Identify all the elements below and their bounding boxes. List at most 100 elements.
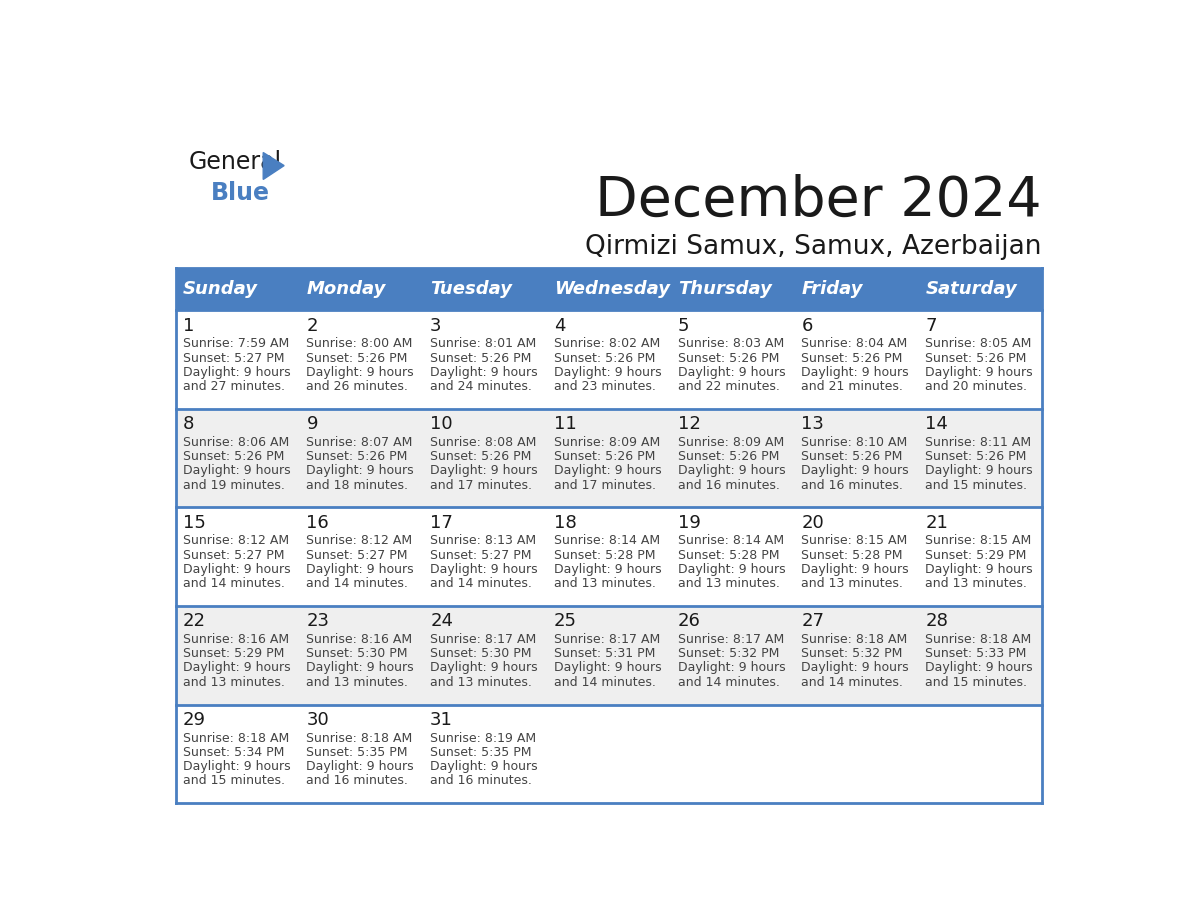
Text: Daylight: 9 hours: Daylight: 9 hours <box>554 662 662 675</box>
Text: 12: 12 <box>677 415 701 433</box>
Text: Sunrise: 8:05 AM: Sunrise: 8:05 AM <box>925 337 1031 351</box>
Bar <box>546 705 671 803</box>
Text: Sunrise: 8:12 AM: Sunrise: 8:12 AM <box>307 534 412 547</box>
Bar <box>795 268 918 310</box>
Text: and 13 minutes.: and 13 minutes. <box>925 577 1028 590</box>
Bar <box>795 606 918 705</box>
Text: Daylight: 9 hours: Daylight: 9 hours <box>677 662 785 675</box>
Bar <box>546 508 671 606</box>
Text: 20: 20 <box>802 514 824 532</box>
Text: 25: 25 <box>554 612 577 630</box>
Text: Sunrise: 8:16 AM: Sunrise: 8:16 AM <box>307 633 412 646</box>
Text: Sunset: 5:26 PM: Sunset: 5:26 PM <box>430 450 531 463</box>
Text: 19: 19 <box>677 514 701 532</box>
Text: and 21 minutes.: and 21 minutes. <box>802 380 903 393</box>
Text: Sunrise: 8:18 AM: Sunrise: 8:18 AM <box>802 633 908 646</box>
Text: 15: 15 <box>183 514 206 532</box>
Text: Sunset: 5:26 PM: Sunset: 5:26 PM <box>925 352 1026 364</box>
Text: Sunset: 5:26 PM: Sunset: 5:26 PM <box>554 352 656 364</box>
Text: 23: 23 <box>307 612 329 630</box>
Text: and 26 minutes.: and 26 minutes. <box>307 380 409 393</box>
Text: Daylight: 9 hours: Daylight: 9 hours <box>307 465 413 477</box>
Text: 6: 6 <box>802 317 813 334</box>
Text: Saturday: Saturday <box>925 280 1017 298</box>
Bar <box>176 705 299 803</box>
Text: Daylight: 9 hours: Daylight: 9 hours <box>677 563 785 576</box>
Text: Sunrise: 8:18 AM: Sunrise: 8:18 AM <box>307 732 412 744</box>
Text: Sunset: 5:26 PM: Sunset: 5:26 PM <box>925 450 1026 463</box>
Text: Sunset: 5:34 PM: Sunset: 5:34 PM <box>183 745 284 759</box>
Text: and 14 minutes.: and 14 minutes. <box>430 577 532 590</box>
Bar <box>423 409 546 508</box>
Text: Daylight: 9 hours: Daylight: 9 hours <box>925 365 1032 379</box>
Text: Sunrise: 8:04 AM: Sunrise: 8:04 AM <box>802 337 908 351</box>
Text: Daylight: 9 hours: Daylight: 9 hours <box>430 365 538 379</box>
Text: Sunrise: 8:01 AM: Sunrise: 8:01 AM <box>430 337 537 351</box>
Text: Sunset: 5:32 PM: Sunset: 5:32 PM <box>677 647 779 660</box>
Text: 2: 2 <box>307 317 318 334</box>
Text: and 23 minutes.: and 23 minutes. <box>554 380 656 393</box>
Text: December 2024: December 2024 <box>595 174 1042 228</box>
Bar <box>546 606 671 705</box>
Text: Daylight: 9 hours: Daylight: 9 hours <box>925 563 1032 576</box>
Text: Daylight: 9 hours: Daylight: 9 hours <box>430 465 538 477</box>
Text: and 13 minutes.: and 13 minutes. <box>307 676 409 688</box>
Text: Sunday: Sunday <box>183 280 258 298</box>
Text: 10: 10 <box>430 415 453 433</box>
Text: Sunset: 5:26 PM: Sunset: 5:26 PM <box>183 450 284 463</box>
Text: Daylight: 9 hours: Daylight: 9 hours <box>307 365 413 379</box>
Bar <box>918 268 1042 310</box>
Bar <box>546 268 671 310</box>
Text: 11: 11 <box>554 415 576 433</box>
Text: Sunset: 5:33 PM: Sunset: 5:33 PM <box>925 647 1026 660</box>
Text: 16: 16 <box>307 514 329 532</box>
Text: Sunrise: 8:12 AM: Sunrise: 8:12 AM <box>183 534 289 547</box>
Text: Daylight: 9 hours: Daylight: 9 hours <box>183 760 290 773</box>
Text: Daylight: 9 hours: Daylight: 9 hours <box>677 365 785 379</box>
Text: 30: 30 <box>307 711 329 729</box>
Bar <box>795 508 918 606</box>
Text: and 14 minutes.: and 14 minutes. <box>554 676 656 688</box>
Text: 5: 5 <box>677 317 689 334</box>
Text: 4: 4 <box>554 317 565 334</box>
Text: Sunset: 5:26 PM: Sunset: 5:26 PM <box>677 450 779 463</box>
Text: Sunrise: 8:14 AM: Sunrise: 8:14 AM <box>554 534 661 547</box>
Text: Sunset: 5:26 PM: Sunset: 5:26 PM <box>430 352 531 364</box>
Text: Daylight: 9 hours: Daylight: 9 hours <box>925 465 1032 477</box>
Text: and 14 minutes.: and 14 minutes. <box>183 577 284 590</box>
Text: Sunset: 5:30 PM: Sunset: 5:30 PM <box>307 647 407 660</box>
Text: Daylight: 9 hours: Daylight: 9 hours <box>554 365 662 379</box>
Text: Sunset: 5:35 PM: Sunset: 5:35 PM <box>307 745 407 759</box>
Bar <box>299 310 423 409</box>
Text: Sunset: 5:27 PM: Sunset: 5:27 PM <box>430 549 532 562</box>
Bar <box>176 268 299 310</box>
Text: Sunrise: 8:17 AM: Sunrise: 8:17 AM <box>430 633 537 646</box>
Text: Daylight: 9 hours: Daylight: 9 hours <box>802 365 909 379</box>
Text: 7: 7 <box>925 317 937 334</box>
Text: Daylight: 9 hours: Daylight: 9 hours <box>677 465 785 477</box>
Bar <box>423 508 546 606</box>
Text: and 13 minutes.: and 13 minutes. <box>802 577 903 590</box>
Text: Sunset: 5:26 PM: Sunset: 5:26 PM <box>802 352 903 364</box>
Bar <box>918 310 1042 409</box>
Text: Sunrise: 8:16 AM: Sunrise: 8:16 AM <box>183 633 289 646</box>
Text: General: General <box>189 151 282 174</box>
Text: 3: 3 <box>430 317 442 334</box>
Text: Blue: Blue <box>210 181 270 205</box>
Text: Tuesday: Tuesday <box>430 280 512 298</box>
Text: Daylight: 9 hours: Daylight: 9 hours <box>183 563 290 576</box>
Text: Sunrise: 8:10 AM: Sunrise: 8:10 AM <box>802 436 908 449</box>
Bar <box>299 508 423 606</box>
Bar <box>423 268 546 310</box>
Text: and 16 minutes.: and 16 minutes. <box>307 774 409 788</box>
Text: 18: 18 <box>554 514 576 532</box>
Text: and 13 minutes.: and 13 minutes. <box>430 676 532 688</box>
Text: Sunset: 5:26 PM: Sunset: 5:26 PM <box>307 450 407 463</box>
Bar <box>299 606 423 705</box>
Text: Daylight: 9 hours: Daylight: 9 hours <box>307 563 413 576</box>
Text: Sunrise: 7:59 AM: Sunrise: 7:59 AM <box>183 337 289 351</box>
Text: Sunrise: 8:18 AM: Sunrise: 8:18 AM <box>925 633 1031 646</box>
Text: Sunrise: 8:03 AM: Sunrise: 8:03 AM <box>677 337 784 351</box>
Text: and 14 minutes.: and 14 minutes. <box>307 577 409 590</box>
Text: Daylight: 9 hours: Daylight: 9 hours <box>802 563 909 576</box>
